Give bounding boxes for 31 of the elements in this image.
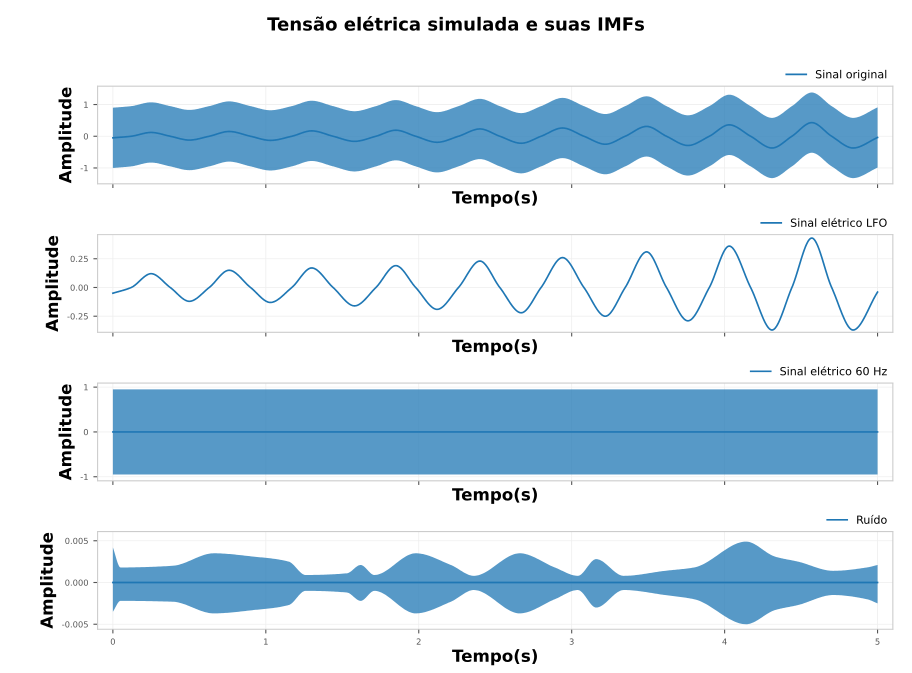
x-tick-label: 4 <box>722 638 727 645</box>
x-tick-label: 2 <box>416 638 421 645</box>
y-axis-title: Amplitude <box>58 384 75 480</box>
y-axis-title: Amplitude <box>45 236 62 332</box>
x-tick-label: 1 <box>264 638 268 645</box>
x-tick-label: 0 <box>110 638 115 645</box>
y-tick-label: 0.000 <box>65 579 88 586</box>
y-tick-label: 1 <box>84 102 88 108</box>
y-tick-label: 1 <box>84 384 88 390</box>
y-axis-title: Amplitude <box>40 532 56 629</box>
y-tick-label: 0.005 <box>65 538 88 544</box>
y-tick-label: -0.25 <box>67 313 88 320</box>
y-tick-label: -1 <box>80 165 88 172</box>
legend-label: Ruído <box>857 514 887 524</box>
chart-title: Tensão elétrica simulada e suas IMFs <box>267 16 644 31</box>
y-tick-label: -0.005 <box>62 621 88 628</box>
y-axis-title: Amplitude <box>58 87 75 184</box>
y-tick-label: 0 <box>84 133 88 140</box>
x-tick-label: 5 <box>876 638 880 645</box>
legend-label: Sinal elétrico LFO <box>790 218 887 227</box>
y-tick-label: 0.00 <box>70 284 88 291</box>
y-tick-label: 0.25 <box>70 256 88 262</box>
x-axis-title: Tempo(s) <box>452 488 537 504</box>
x-tick-label: 3 <box>570 638 574 645</box>
y-tick-label: 0 <box>84 428 88 436</box>
x-axis-title: Tempo(s) <box>452 649 537 666</box>
legend-label: Sinal elétrico 60 Hz <box>780 366 887 376</box>
x-axis-title: Tempo(s) <box>452 190 537 207</box>
x-axis-title: Tempo(s) <box>452 339 537 356</box>
y-tick-label: -1 <box>80 474 88 480</box>
legend-label: Sinal original <box>816 70 886 81</box>
